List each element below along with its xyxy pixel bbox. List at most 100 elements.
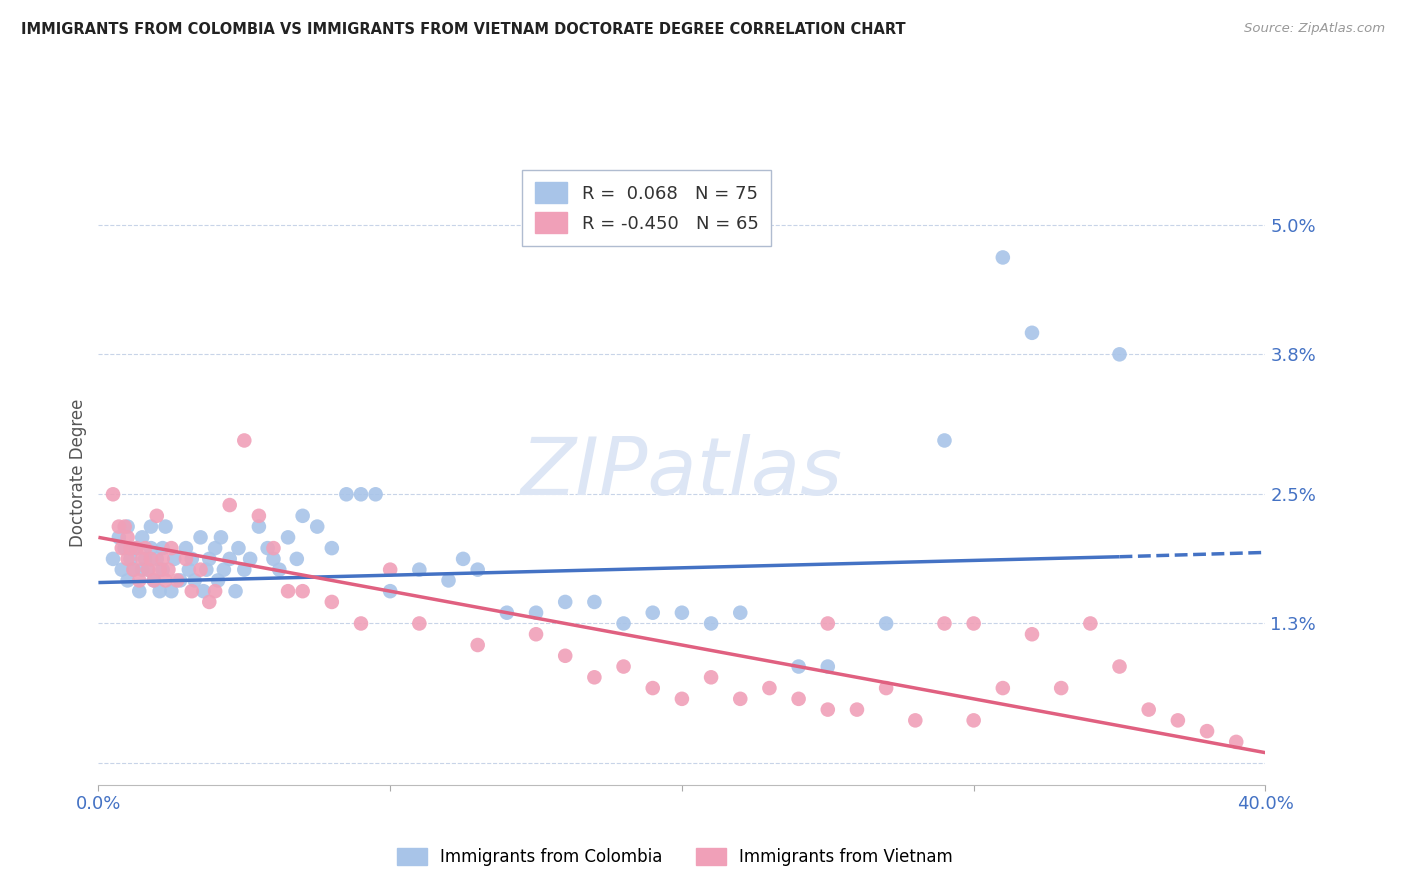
Point bbox=[364, 487, 387, 501]
Point bbox=[408, 563, 430, 577]
Point bbox=[180, 584, 202, 599]
Point bbox=[111, 563, 134, 577]
Point bbox=[169, 574, 191, 588]
Point bbox=[146, 508, 169, 523]
Point bbox=[142, 574, 165, 588]
Point bbox=[875, 681, 897, 695]
Point bbox=[193, 584, 215, 599]
Point bbox=[155, 574, 177, 588]
Legend: R =  0.068   N = 75, R = -0.450   N = 65: R = 0.068 N = 75, R = -0.450 N = 65 bbox=[523, 169, 772, 245]
Point bbox=[671, 691, 693, 706]
Point bbox=[787, 691, 810, 706]
Point bbox=[380, 563, 402, 577]
Point bbox=[846, 703, 869, 717]
Point bbox=[128, 584, 150, 599]
Point bbox=[233, 563, 256, 577]
Point bbox=[321, 595, 343, 609]
Point bbox=[111, 541, 134, 555]
Point bbox=[174, 541, 197, 555]
Point bbox=[114, 519, 136, 533]
Point bbox=[152, 541, 174, 555]
Point bbox=[730, 691, 752, 706]
Point bbox=[700, 616, 723, 631]
Point bbox=[256, 541, 278, 555]
Y-axis label: Doctorate Degree: Doctorate Degree bbox=[69, 399, 87, 547]
Point bbox=[451, 552, 474, 566]
Point bbox=[101, 552, 124, 566]
Point bbox=[962, 616, 984, 631]
Point bbox=[291, 508, 314, 523]
Point bbox=[991, 251, 1014, 265]
Point bbox=[612, 659, 634, 673]
Point bbox=[108, 519, 131, 533]
Point bbox=[291, 584, 314, 599]
Point bbox=[350, 616, 373, 631]
Point bbox=[700, 670, 723, 684]
Point bbox=[157, 563, 180, 577]
Point bbox=[195, 563, 218, 577]
Point bbox=[155, 519, 177, 533]
Point bbox=[139, 519, 162, 533]
Point bbox=[262, 552, 284, 566]
Point bbox=[1080, 616, 1102, 631]
Point bbox=[991, 681, 1014, 695]
Point bbox=[307, 519, 329, 533]
Point bbox=[934, 434, 956, 448]
Point bbox=[467, 563, 489, 577]
Point bbox=[1108, 347, 1130, 361]
Point bbox=[136, 563, 159, 577]
Point bbox=[114, 541, 136, 555]
Point bbox=[496, 606, 519, 620]
Point bbox=[554, 595, 576, 609]
Point bbox=[671, 606, 693, 620]
Point bbox=[166, 574, 188, 588]
Point bbox=[934, 616, 956, 631]
Point bbox=[149, 563, 172, 577]
Point bbox=[817, 703, 839, 717]
Point bbox=[904, 714, 927, 728]
Point bbox=[380, 584, 402, 599]
Point bbox=[136, 563, 159, 577]
Point bbox=[204, 541, 226, 555]
Point bbox=[128, 574, 150, 588]
Point bbox=[108, 530, 131, 544]
Point bbox=[117, 530, 139, 544]
Legend: Immigrants from Colombia, Immigrants from Vietnam: Immigrants from Colombia, Immigrants fro… bbox=[388, 840, 962, 875]
Point bbox=[1167, 714, 1189, 728]
Point bbox=[269, 563, 291, 577]
Point bbox=[730, 606, 752, 620]
Point bbox=[962, 714, 984, 728]
Point bbox=[277, 530, 299, 544]
Text: IMMIGRANTS FROM COLOMBIA VS IMMIGRANTS FROM VIETNAM DOCTORATE DEGREE CORRELATION: IMMIGRANTS FROM COLOMBIA VS IMMIGRANTS F… bbox=[21, 22, 905, 37]
Point bbox=[262, 541, 284, 555]
Point bbox=[641, 681, 664, 695]
Point bbox=[875, 616, 897, 631]
Point bbox=[117, 574, 139, 588]
Point bbox=[125, 541, 148, 555]
Point bbox=[125, 541, 148, 555]
Point bbox=[218, 552, 240, 566]
Point bbox=[233, 434, 256, 448]
Point bbox=[583, 595, 606, 609]
Point bbox=[239, 552, 262, 566]
Point bbox=[120, 541, 142, 555]
Point bbox=[408, 616, 430, 631]
Point bbox=[204, 584, 226, 599]
Point bbox=[120, 552, 142, 566]
Point bbox=[1050, 681, 1073, 695]
Point bbox=[247, 519, 270, 533]
Point bbox=[437, 574, 460, 588]
Point bbox=[817, 616, 839, 631]
Point bbox=[160, 584, 183, 599]
Point bbox=[277, 584, 299, 599]
Point bbox=[190, 563, 212, 577]
Point bbox=[152, 552, 174, 566]
Point bbox=[524, 627, 547, 641]
Point bbox=[174, 552, 197, 566]
Point bbox=[350, 487, 373, 501]
Point bbox=[146, 552, 169, 566]
Point bbox=[583, 670, 606, 684]
Point bbox=[1195, 724, 1218, 739]
Point bbox=[207, 574, 229, 588]
Point bbox=[285, 552, 308, 566]
